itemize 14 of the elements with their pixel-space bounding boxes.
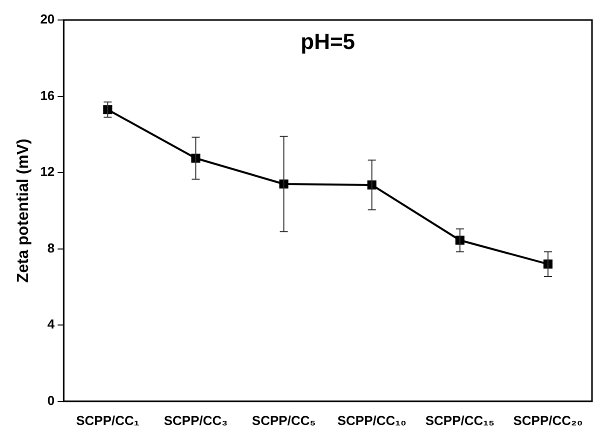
x-tick-label: SCPP/CC₅ xyxy=(252,412,316,428)
y-tick-label: 12 xyxy=(40,164,55,180)
y-tick-label: 0 xyxy=(47,392,55,408)
y-tick-label: 4 xyxy=(47,316,56,332)
chart-title: pH=5 xyxy=(300,29,356,54)
x-tick-label: SCPP/CC₁₅ xyxy=(425,412,495,428)
x-tick-label: SCPP/CC₃ xyxy=(164,412,228,428)
y-tick-label: 16 xyxy=(40,88,55,103)
y-axis-title: Zeta potential (mV) xyxy=(15,138,32,283)
y-tick-label: 20 xyxy=(40,12,55,27)
x-tick-label: SCPP/CC₁ xyxy=(76,412,140,428)
x-tick-label: SCPP/CC₂₀ xyxy=(513,412,583,428)
y-tick-label: 8 xyxy=(47,240,55,256)
x-tick-label: SCPP/CC₁₀ xyxy=(337,412,407,428)
